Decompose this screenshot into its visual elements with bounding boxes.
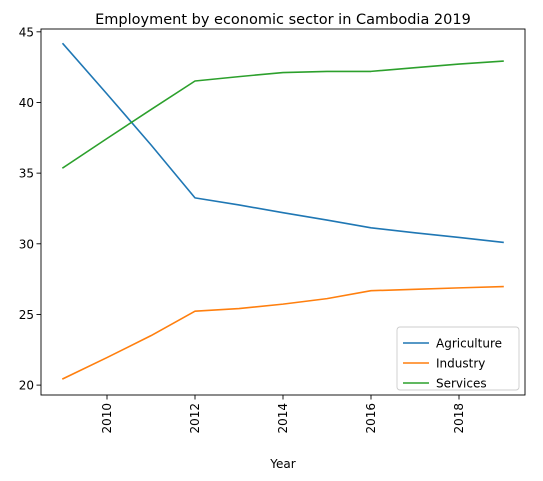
x-tick-label: 2018 <box>452 403 466 434</box>
y-tick-label: 25 <box>19 308 34 322</box>
x-axis-ticks: 2010 2012 2014 2016 2018 <box>100 395 466 434</box>
legend-label-industry: Industry <box>436 357 485 371</box>
plot-frame <box>40 28 526 396</box>
chart-title: Employment by economic sector in Cambodi… <box>95 12 471 28</box>
y-tick-label: 30 <box>19 237 34 251</box>
y-tick-label: 40 <box>19 96 34 110</box>
x-tick-label: 2016 <box>364 403 378 434</box>
x-tick-label: 2012 <box>188 403 202 434</box>
x-axis-title: Year <box>269 457 295 471</box>
y-tick-label: 20 <box>19 379 34 393</box>
legend-label-agriculture: Agriculture <box>436 337 502 351</box>
y-axis-ticks: 20 25 30 35 40 45 <box>19 25 41 393</box>
series-lines <box>61 42 504 380</box>
y-tick-label: 45 <box>19 25 34 39</box>
series-line-industry <box>61 285 504 380</box>
y-tick-label: 35 <box>19 167 34 181</box>
x-tick-label: 2010 <box>100 403 114 434</box>
x-tick-label: 2014 <box>276 403 290 434</box>
series-line-agriculture <box>61 42 504 244</box>
legend-label-services: Services <box>436 377 487 391</box>
legend: Agriculture Industry Services <box>396 326 520 391</box>
series-line-services <box>61 60 504 169</box>
